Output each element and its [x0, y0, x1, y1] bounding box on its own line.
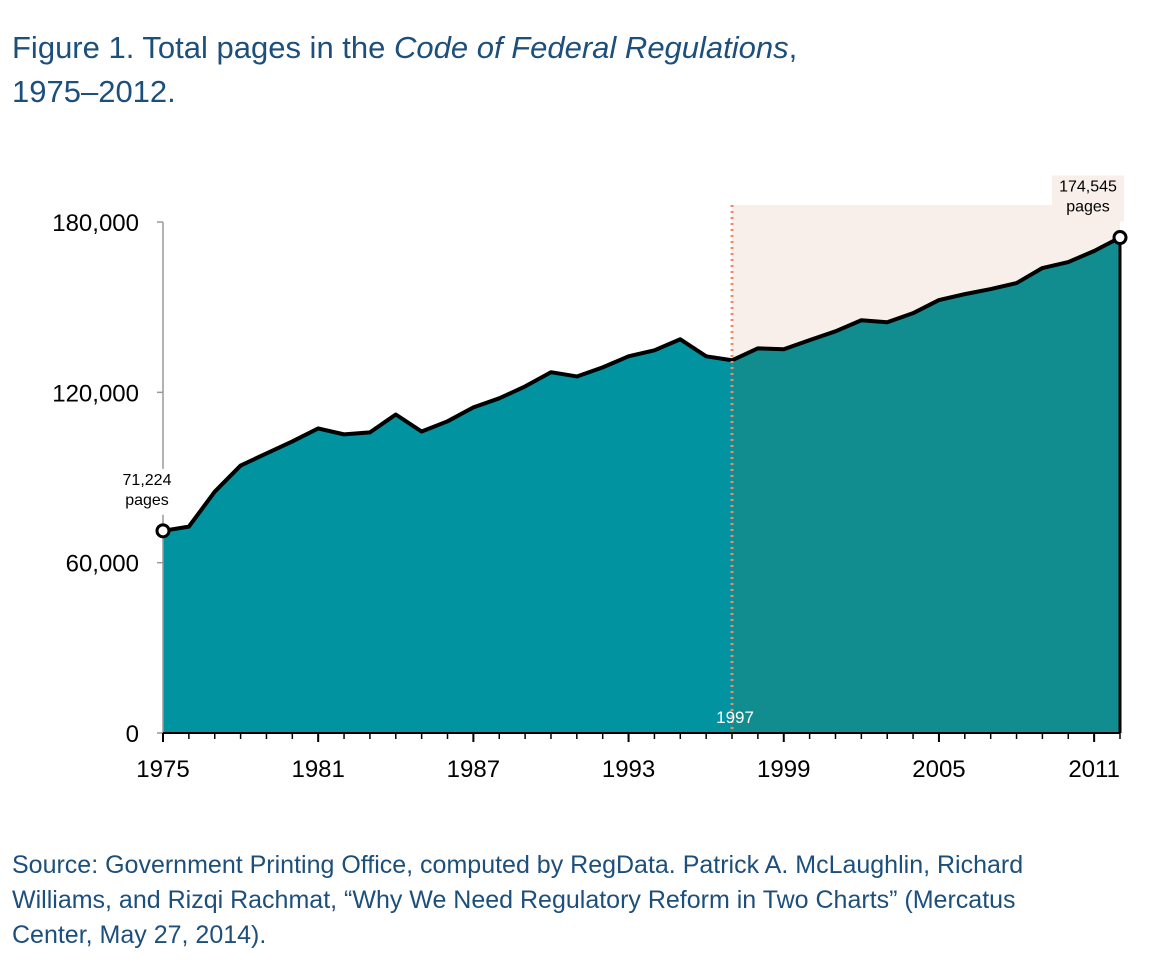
x-tick-label: 2011	[1068, 756, 1120, 783]
x-tick-label: 1993	[602, 756, 655, 783]
x-tick-label: 2005	[912, 756, 965, 783]
x-tick-label: 1999	[757, 756, 810, 783]
label-bg	[111, 468, 183, 515]
end-marker	[155, 523, 171, 539]
y-tick-label: 60,000	[66, 551, 139, 578]
area-outline	[162, 235, 1121, 533]
title-text: ,	[788, 30, 798, 65]
end-marker	[1112, 230, 1128, 246]
x-tick-label: 1981	[291, 756, 344, 783]
label-bg	[1052, 175, 1124, 222]
chart-title: Figure 1. Total pages in the Code of Fed…	[12, 26, 1132, 114]
y-tick-label: 120,000	[52, 380, 139, 407]
x-tick-label: 1987	[447, 756, 500, 783]
area-before	[163, 339, 733, 733]
x-tick-label: 1975	[136, 756, 189, 783]
title-text: 1975–2012.	[12, 74, 176, 109]
area-after	[732, 237, 1120, 733]
title-italic: Code of Federal Regulations	[394, 30, 789, 65]
unit-label: pages	[125, 492, 169, 509]
unit-label: pages	[1066, 199, 1110, 216]
value-label: 71,224	[123, 472, 172, 489]
y-tick-label: 0	[126, 721, 139, 748]
value-label: 174,545	[1059, 179, 1117, 196]
y-tick-label: 180,000	[52, 210, 139, 237]
source-note: Source: Government Printing Office, comp…	[12, 851, 1024, 949]
highlight-label: 1997	[716, 708, 754, 727]
title-text: Figure 1. Total pages in the	[12, 30, 395, 65]
